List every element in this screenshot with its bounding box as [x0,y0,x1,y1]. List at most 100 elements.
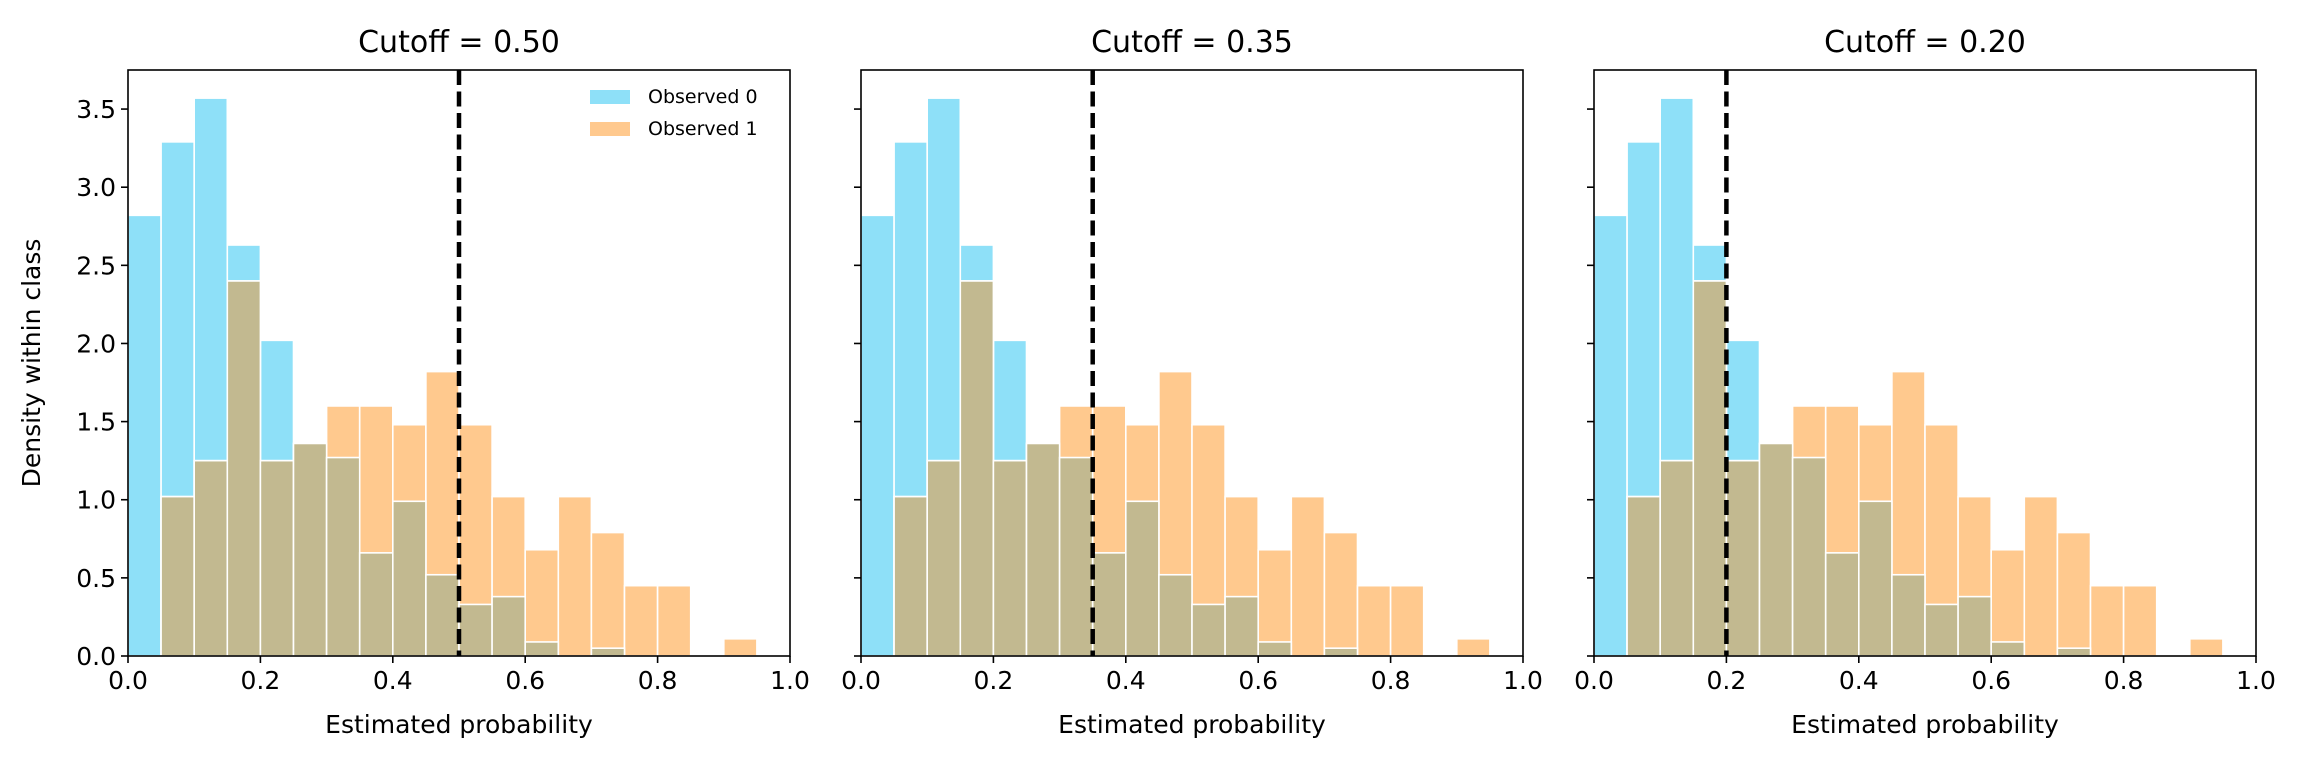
bar-observed-1 [2189,638,2224,657]
x-tick-label: 0.4 [1839,666,1879,695]
bar-overlap [1158,573,1193,657]
bar-overlap [160,495,196,657]
bar-overlap [1758,442,1794,657]
bar-overlap [1791,456,1827,657]
bar-overlap [1725,459,1761,657]
bar-observed-1 [1323,531,1359,657]
bar-observed-1 [1389,584,1425,657]
bar-overlap [1058,456,1094,657]
y-tick-label: 1.5 [76,408,116,437]
x-tick-label: 0.6 [505,666,545,695]
x-tick-label: 0.2 [974,666,1014,695]
x-tick-label: 0.8 [2104,666,2144,695]
bar-overlap [959,280,995,657]
x-tick-label: 0.8 [1371,666,1411,695]
bar-overlap [425,573,460,657]
panel-title: Cutoff = 0.20 [1824,25,2026,60]
panel-title: Cutoff = 0.50 [358,25,560,60]
bar-observed-0 [860,214,895,657]
panels-layer: Cutoff = 0.50 0.0 0.2 0.4 0.6 0.8 1.0 0.0 0.5 1.0… [76,25,2276,739]
bar-overlap [524,641,560,657]
bar-overlap [1626,495,1661,657]
y-tick-label: 3.5 [76,95,116,124]
bar-overlap [358,552,394,657]
bar-overlap [1858,500,1893,657]
y-axis-ticks [854,108,861,657]
legend: Observed 0 Observed 1 [590,86,758,140]
x-tick-label: 0.2 [1707,666,1747,695]
x-tick-label: 0.2 [241,666,281,695]
bar-overlap [992,459,1028,657]
bar-overlap [590,647,626,657]
y-tick-label: 0.5 [76,564,116,593]
y-tick-label: 0.0 [76,642,116,671]
bar-overlap [893,495,928,657]
bar-overlap [1924,603,1959,657]
bar-observed-1 [2023,495,2059,657]
y-tick-label: 2.0 [76,329,116,358]
overlap-bars [1626,280,2092,657]
bar-overlap [491,595,527,657]
bar-overlap [458,603,493,657]
bar-observed-1 [2089,584,2125,657]
x-axis-ticks: 0.0 0.2 0.4 0.6 0.8 1.0 [841,656,1543,695]
bar-observed-1 [2056,531,2092,657]
bar-overlap [325,456,361,657]
x-tick-label: 0.4 [373,666,413,695]
bar-observed-1 [524,548,560,657]
bar-overlap [1692,280,1728,657]
bar-overlap [1990,641,2026,657]
x-tick-label: 0.6 [1238,666,1278,695]
bar-overlap [1091,552,1127,657]
bar-observed-1 [557,495,593,657]
panel-2: Cutoff = 0.35 0.0 0.2 0.4 0.6 0.8 1.0 Estimated… [841,25,1543,739]
bar-overlap [226,280,262,657]
y-axis-ticks [1587,108,1594,657]
x-tick-label: 1.0 [2236,666,2276,695]
x-axis-ticks: 0.0 0.2 0.4 0.6 0.8 1.0 [108,656,810,695]
x-axis-ticks: 0.0 0.2 0.4 0.6 0.8 1.0 [1574,656,2276,695]
x-tick-label: 0.0 [108,666,148,695]
panel-title: Cutoff = 0.35 [1091,25,1293,60]
legend-label-1: Observed 1 [648,118,758,140]
x-tick-label: 1.0 [770,666,810,695]
plot-frame [860,69,1524,657]
x-tick-label: 0.6 [1971,666,2011,695]
bar-observed-0 [127,214,162,657]
bar-overlap [1957,595,1992,657]
x-axis-label: Estimated probability [325,710,593,739]
y-tick-label: 3.0 [76,173,116,202]
bar-observed-1 [722,638,758,657]
bar-overlap [1891,573,1926,657]
x-tick-label: 0.8 [638,666,678,695]
y-tick-label: 1.0 [76,486,116,515]
x-tick-label: 0.0 [841,666,881,695]
x-tick-label: 0.0 [1574,666,1614,695]
bar-observed-1 [1990,548,2026,657]
bar-overlap [391,500,427,657]
plot-frame [127,69,791,657]
bar-observed-1 [1456,638,1491,657]
bar-overlap [2056,647,2092,657]
y-axis-label: Density within class [17,239,46,488]
bar-overlap [1257,641,1293,657]
legend-swatch-0 [590,90,630,104]
panel-1: Cutoff = 0.50 0.0 0.2 0.4 0.6 0.8 1.0 0.0 0.5 1.0… [76,25,810,739]
bar-observed-1 [1356,584,1392,657]
x-tick-label: 1.0 [1503,666,1543,695]
bar-overlap [926,459,962,657]
legend-swatch-1 [590,122,630,136]
bar-observed-1 [656,584,692,657]
bar-overlap [259,459,295,657]
overlap-bars [893,280,1359,657]
bar-overlap [1323,647,1359,657]
bar-overlap [292,442,328,657]
y-axis-ticks: 0.0 0.5 1.0 1.5 2.0 2.5 3.0 3.5 [76,95,128,671]
bar-overlap [1125,500,1160,657]
plot-frame [1593,69,2257,657]
bar-overlap [193,459,229,657]
bar-observed-1 [623,584,659,657]
bar-overlap [1191,603,1226,657]
bar-overlap [1659,459,1695,657]
